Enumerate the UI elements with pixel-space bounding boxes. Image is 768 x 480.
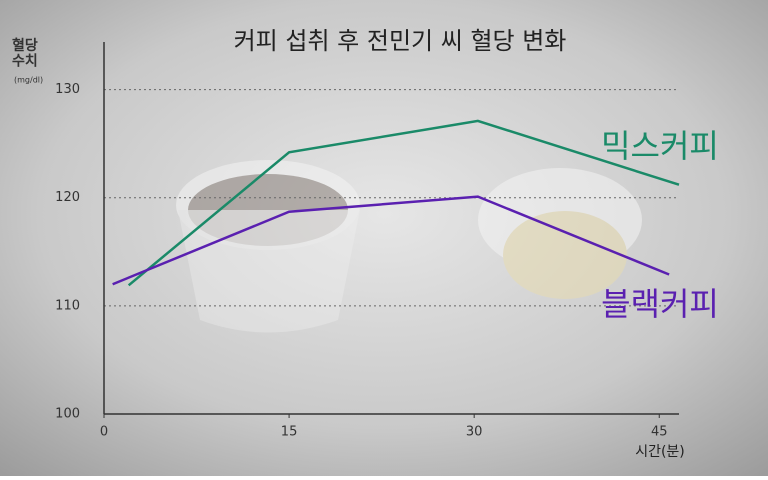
y-tick-label: 100 — [55, 407, 80, 422]
series-line — [112, 195, 670, 286]
series-label: 믹스커피 — [601, 127, 719, 165]
series-line — [127, 119, 680, 287]
y-tick-label: 110 — [55, 298, 80, 313]
x-tick-label: 15 — [281, 425, 298, 440]
x-tick-label: 0 — [100, 425, 108, 440]
y-axis-label: 혈당 수치 — [12, 37, 38, 69]
y-tick-label: 120 — [55, 190, 80, 205]
x-axis-label: 시간(분) — [635, 444, 685, 460]
series-label: 블랙커피 — [601, 285, 719, 323]
x-tick-label: 30 — [466, 425, 483, 440]
chart-title: 커피 섭취 후 전민기 씨 혈당 변화 — [234, 27, 567, 55]
x-tick-label: 45 — [651, 425, 668, 440]
y-axis-unit: (mg/dl) — [14, 76, 43, 85]
y-tick-label: 130 — [55, 82, 80, 97]
